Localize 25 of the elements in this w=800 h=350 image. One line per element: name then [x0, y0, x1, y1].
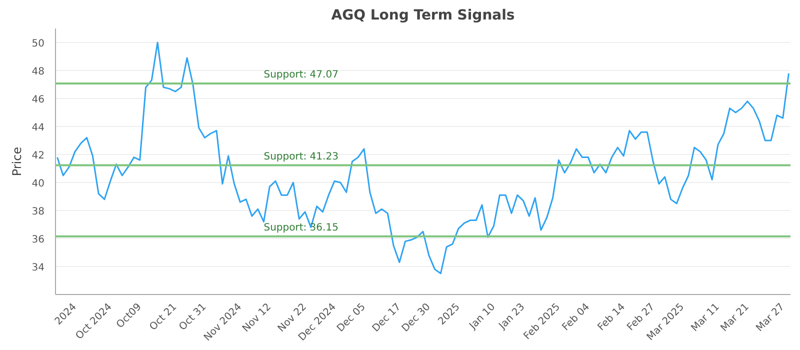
y-tick-label: 34: [32, 262, 45, 274]
y-tick-label: 38: [32, 206, 45, 218]
y-tick-label: 40: [32, 178, 45, 190]
y-axis-title: Price: [10, 146, 24, 176]
y-tick-label: 36: [32, 234, 45, 246]
x-tick-label: Dec 30: [400, 302, 433, 334]
x-tick-label: Jan 23: [496, 302, 528, 332]
y-tick-label: 44: [32, 122, 45, 134]
x-tick-label: Oct 31: [177, 302, 209, 333]
y-tick-label: 42: [32, 150, 45, 162]
ref-line-label: Support: 41.23: [264, 151, 338, 162]
ref-line-label: Support: 36.15: [264, 222, 338, 234]
y-tick-label: 50: [32, 38, 45, 50]
x-tick-label: Feb 14: [596, 302, 628, 334]
x-tick-label: Jan 10: [467, 302, 498, 332]
y-tick-label: 48: [32, 66, 45, 78]
line-series: [56, 42, 790, 274]
x-tick-label: Oct 21: [148, 302, 180, 333]
x-tick-label: Nov 12: [240, 302, 274, 334]
ref-line-label: Support: 47.07: [264, 70, 338, 81]
x-tick-label: Mar 27: [754, 302, 787, 334]
y-tick-label: 46: [32, 94, 45, 106]
x-tick-label: Feb 04: [560, 302, 592, 334]
chart-title: AGQ Long Term Signals: [331, 8, 515, 24]
x-tick-label: Dec 05: [335, 302, 368, 334]
